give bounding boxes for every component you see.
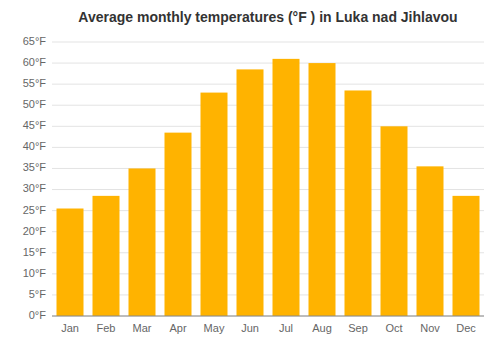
x-tick-label: Jan: [61, 322, 79, 334]
bar: [309, 63, 336, 316]
chart-title: Average monthly temperatures (°F ) in Lu…: [78, 9, 457, 25]
bar: [201, 93, 228, 316]
bar: [417, 166, 444, 316]
y-grid: [52, 42, 484, 316]
x-axis-line: [52, 316, 484, 317]
bar: [93, 196, 120, 316]
y-tick-label: 50°F: [23, 98, 47, 110]
bar: [129, 168, 156, 316]
y-tick-label: 25°F: [23, 204, 47, 216]
y-tick-label: 65°F: [23, 35, 47, 47]
grid-line: [52, 147, 484, 148]
grid-line: [52, 84, 484, 85]
y-tick-label: 0°F: [29, 309, 47, 321]
bar: [57, 209, 84, 316]
grid-line: [52, 316, 484, 317]
x-tick-label: Mar: [133, 322, 152, 334]
bar: [453, 196, 480, 316]
x-tick-label: Feb: [97, 322, 116, 334]
y-tick-label: 55°F: [23, 77, 47, 89]
x-tick-label: Jun: [241, 322, 259, 334]
y-tick-label: 5°F: [29, 288, 47, 300]
x-tick-label: Aug: [312, 322, 332, 334]
y-tick-label: 60°F: [23, 56, 47, 68]
x-tick-label: Oct: [385, 322, 402, 334]
chart-svg: Average monthly temperatures (°F ) in Lu…: [0, 0, 500, 350]
y-tick-label: 20°F: [23, 225, 47, 237]
bars: [57, 59, 480, 316]
x-tick-label: Jul: [279, 322, 293, 334]
bar: [165, 133, 192, 316]
x-tick-label: Nov: [420, 322, 440, 334]
x-tick-label: Apr: [169, 322, 186, 334]
grid-line: [52, 42, 484, 43]
x-tick-label: Dec: [456, 322, 476, 334]
bar: [381, 126, 408, 316]
grid-line: [52, 126, 484, 127]
y-tick-label: 30°F: [23, 182, 47, 194]
y-tick-label: 45°F: [23, 119, 47, 131]
y-tick-label: 40°F: [23, 140, 47, 152]
chart-container: Average monthly temperatures (°F ) in Lu…: [0, 0, 500, 350]
y-tick-labels: 0°F 5°F 10°F 15°F 20°F 25°F 30°F 35°F 40°F 45°F 50…: [23, 35, 47, 321]
page-body: {"chart_data": {"type": "bar", "title": …: [0, 0, 500, 350]
y-tick-label: 15°F: [23, 246, 47, 258]
x-tick-label: Sep: [348, 322, 368, 334]
x-tick-labels: Jan Feb Mar Apr May Jun Jul Aug Sep Oct Nov Dec: [61, 322, 476, 334]
bar: [345, 90, 372, 316]
x-tick-label: May: [204, 322, 225, 334]
y-tick-label: 10°F: [23, 267, 47, 279]
grid-line: [52, 105, 484, 106]
page: Chart html, body { margin: 0; padding: 0…: [0, 0, 500, 350]
grid-line: [52, 63, 484, 64]
y-tick-label: 35°F: [23, 161, 47, 173]
bar: [273, 59, 300, 316]
bar: [237, 69, 264, 316]
